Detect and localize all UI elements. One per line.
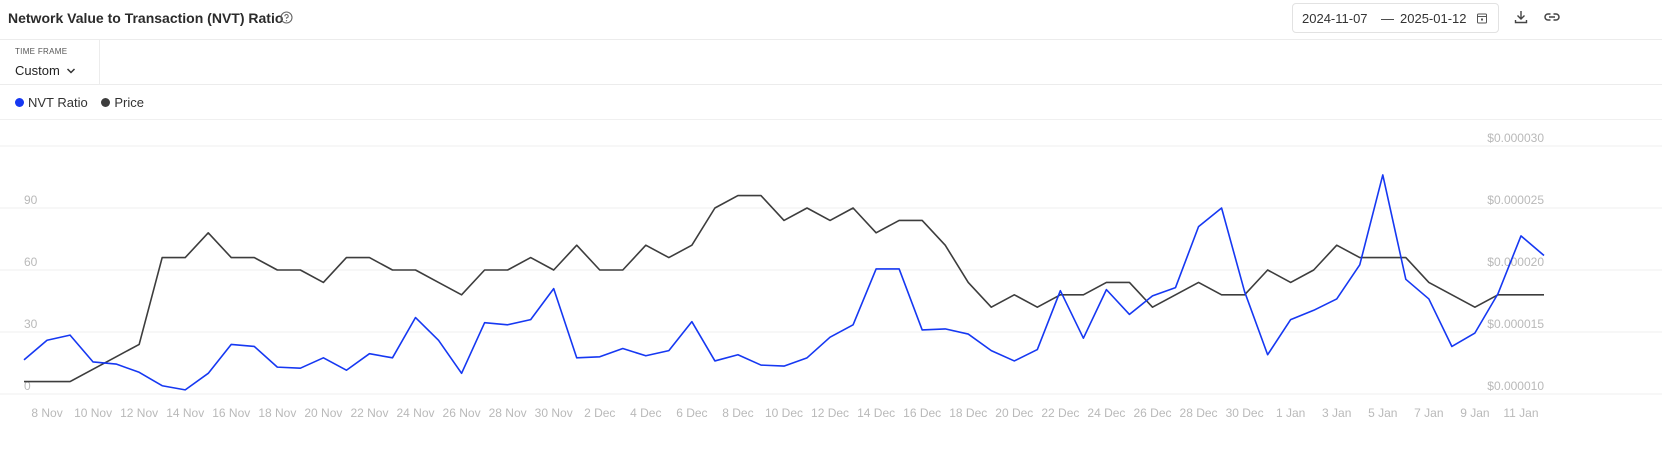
x-tick-label: 28 Dec xyxy=(1180,406,1218,420)
x-tick-label: 30 Nov xyxy=(535,406,573,420)
series-line xyxy=(24,194,1544,383)
time-frame-dropdown[interactable]: Custom xyxy=(15,63,76,78)
x-tick-label: 12 Dec xyxy=(811,406,849,420)
date-range[interactable]: 2024-11-07 — 2025-01-12 xyxy=(1292,3,1499,33)
x-tick-label: 1 Jan xyxy=(1276,406,1305,420)
x-tick-label: 10 Nov xyxy=(74,406,112,420)
x-tick-label: 2 Dec xyxy=(584,406,615,420)
x-tick-label: 16 Dec xyxy=(903,406,941,420)
x-tick-label: 24 Dec xyxy=(1087,406,1125,420)
x-tick-label: 30 Dec xyxy=(1226,406,1264,420)
x-tick-label: 14 Dec xyxy=(857,406,895,420)
legend-item[interactable]: NVT Ratio xyxy=(15,95,88,110)
x-tick-label: 18 Nov xyxy=(258,406,296,420)
x-tick-label: 26 Nov xyxy=(443,406,481,420)
legend-label[interactable]: NVT Ratio xyxy=(28,95,88,110)
help-icon[interactable] xyxy=(280,11,293,24)
calendar-icon[interactable] xyxy=(1476,12,1488,24)
legend: NVT Ratio Price xyxy=(15,95,154,110)
legend-item[interactable]: Price xyxy=(101,95,144,110)
x-tick-label: 9 Jan xyxy=(1460,406,1489,420)
x-tick-label: 12 Nov xyxy=(120,406,158,420)
header: Network Value to Transaction (NVT) Ratio… xyxy=(0,0,1662,40)
x-tick-label: 28 Nov xyxy=(489,406,527,420)
time-frame-label: TIME FRAME xyxy=(15,47,68,56)
y-tick-label: 0 xyxy=(24,379,31,393)
time-frame-value[interactable]: Custom xyxy=(15,63,60,78)
x-tick-label: 20 Dec xyxy=(995,406,1033,420)
date-separator: — xyxy=(1381,11,1394,26)
x-tick-label: 24 Nov xyxy=(396,406,434,420)
y2-tick-label: $0.000025 xyxy=(1487,193,1544,207)
divider xyxy=(0,119,1662,120)
chevron[interactable] xyxy=(66,67,76,75)
y2-tick-label: $0.000010 xyxy=(1487,379,1544,393)
y-tick-label: 60 xyxy=(24,255,38,269)
x-tick-label: 4 Dec xyxy=(630,406,661,420)
date-start[interactable]: 2024-11-07 xyxy=(1302,11,1368,26)
x-tick-label: 7 Jan xyxy=(1414,406,1443,420)
y-tick-label: 90 xyxy=(24,193,38,207)
y2-tick-label: $0.000015 xyxy=(1487,317,1544,331)
y2-tick-label: $0.000020 xyxy=(1487,255,1544,269)
date-end[interactable]: 2025-01-12 xyxy=(1400,11,1467,26)
x-tick-label: 20 Nov xyxy=(304,406,342,420)
page-title: Network Value to Transaction (NVT) Ratio xyxy=(8,10,284,26)
x-tick-label: 16 Nov xyxy=(212,406,250,420)
legend-swatch xyxy=(15,98,24,107)
x-tick-label: 5 Jan xyxy=(1368,406,1397,420)
x-tick-label: 22 Nov xyxy=(350,406,388,420)
y2-tick-label: $0.000030 xyxy=(1487,131,1544,145)
x-tick-label: 26 Dec xyxy=(1133,406,1171,420)
legend-swatch xyxy=(101,98,111,107)
x-tick-label: 3 Jan xyxy=(1322,406,1351,420)
x-tick-label: 14 Nov xyxy=(166,406,204,420)
x-tick-label: 8 Nov xyxy=(31,406,62,420)
x-tick-label: 18 Dec xyxy=(949,406,987,420)
link-icon[interactable] xyxy=(1544,10,1560,24)
x-tick-label: 22 Dec xyxy=(1041,406,1079,420)
time-frame: TIME FRAME Custom xyxy=(0,40,100,84)
divider xyxy=(0,84,1662,85)
x-tick-label: 6 Dec xyxy=(676,406,707,420)
y-tick-label: 30 xyxy=(24,317,38,331)
download-icon[interactable] xyxy=(1514,10,1528,24)
x-tick-label: 8 Dec xyxy=(722,406,753,420)
x-tick-label: 10 Dec xyxy=(765,406,803,420)
series-line xyxy=(23,174,1545,391)
x-tick-label: 11 Jan xyxy=(1503,406,1538,420)
legend-label[interactable]: Price xyxy=(114,95,144,110)
